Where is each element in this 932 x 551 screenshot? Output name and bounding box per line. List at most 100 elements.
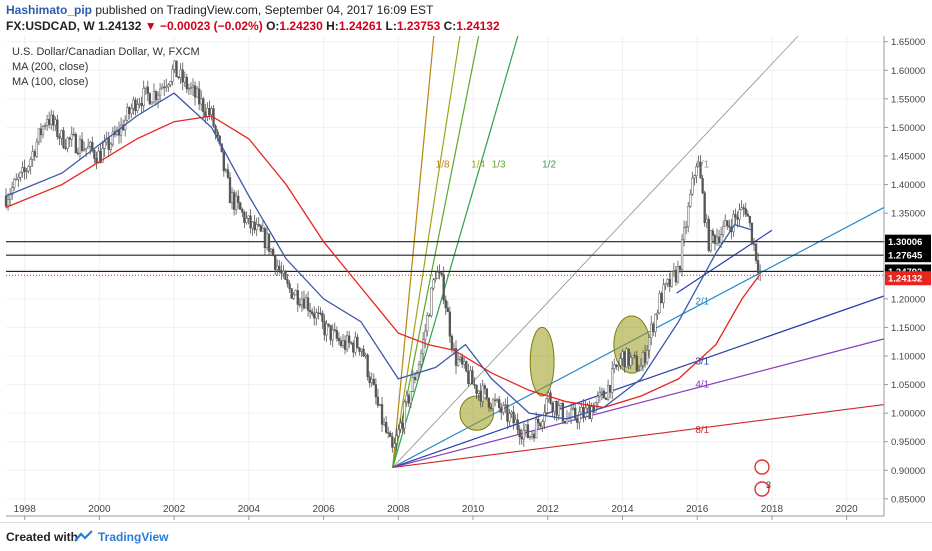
x-tick-label: 2008 <box>387 504 410 515</box>
candle-body <box>152 91 156 103</box>
candle-body <box>391 436 394 448</box>
candle-body <box>364 354 367 357</box>
author-link[interactable]: Hashimato_pip <box>6 3 93 17</box>
candle-body <box>230 192 234 204</box>
x-tick-label: 2010 <box>462 504 485 515</box>
tradingview-brand[interactable]: TradingView <box>98 530 169 544</box>
candle-body <box>619 358 622 366</box>
y-tick-label: 1.65000 <box>891 37 925 48</box>
candle-body <box>444 299 447 309</box>
candle-body <box>237 195 240 203</box>
candle-body <box>15 179 18 181</box>
legend-ma100[interactable]: MA (100, close) <box>12 76 88 88</box>
candle-body <box>387 432 390 434</box>
symbol-label[interactable]: FX:USDCAD, W <box>6 19 95 33</box>
candle-body <box>327 323 330 326</box>
time-axis[interactable]: 1998 2000 2002 2004 2006 2008 2010 2012 2014 2016… <box>14 504 859 520</box>
candle-body <box>442 274 445 301</box>
candle-body <box>726 220 729 227</box>
candle-body <box>259 225 262 232</box>
candle-body <box>144 86 147 89</box>
candle-body <box>629 357 632 366</box>
candle-body <box>282 271 285 274</box>
candle-body <box>504 404 507 406</box>
price-chart[interactable]: 1/8 1/4 1/3 1/2 1/1 2/1 3/1 4/1 8/1 1.65000 1.600… <box>0 0 932 522</box>
candle-body <box>742 207 745 210</box>
candle-body <box>473 383 476 386</box>
legend-ma200[interactable]: MA (200, close) <box>12 61 88 73</box>
y-tick-label: 1.60000 <box>891 66 925 77</box>
candle-body <box>325 323 328 336</box>
candle-body <box>82 148 86 151</box>
candle-body <box>191 85 195 88</box>
candle-body <box>52 114 55 126</box>
candle-body <box>389 432 392 437</box>
candle-body <box>195 88 199 98</box>
gann-fan-label: 8/1 <box>695 425 709 436</box>
candle-body <box>754 243 758 261</box>
gann-fan-line <box>392 35 799 468</box>
candle-body <box>732 214 735 233</box>
candle-body <box>670 271 673 287</box>
y-tick-label: 1.55000 <box>891 94 925 105</box>
candle-body <box>738 209 741 220</box>
candle-body <box>664 283 667 286</box>
candle-body <box>255 224 258 231</box>
candle-body <box>674 269 678 283</box>
candle-body <box>648 337 651 351</box>
footer: Created with TradingView <box>0 522 932 551</box>
close-value: 1.24132 <box>456 19 500 33</box>
candle-body <box>280 270 283 274</box>
candle-body <box>41 125 45 136</box>
candle-body <box>452 348 456 350</box>
candle-body <box>232 192 236 210</box>
us-ca-flag-icon[interactable] <box>754 459 770 475</box>
candle-body <box>510 411 513 414</box>
event-markers[interactable]: 3 <box>754 459 771 497</box>
candle-body <box>528 436 532 438</box>
horizontal-levels <box>6 241 884 276</box>
last-price-tag-label: 1.24132 <box>888 274 922 285</box>
candle-body <box>84 147 88 150</box>
candle-body <box>399 422 402 430</box>
candle-body <box>440 272 443 276</box>
candle-body <box>80 139 84 151</box>
candle-body <box>128 107 131 114</box>
candle-body <box>699 161 702 179</box>
candle-body <box>89 142 92 147</box>
candle-body <box>736 216 739 220</box>
candle-body <box>479 390 482 402</box>
candle-body <box>689 193 692 207</box>
candle-body <box>518 429 521 438</box>
candle-body <box>631 355 634 358</box>
candle-body <box>202 98 205 113</box>
candle-body <box>296 290 299 305</box>
candle-body <box>572 407 575 410</box>
gann-fan-line <box>392 35 519 468</box>
candle-body <box>175 60 178 78</box>
candle-body <box>748 216 752 224</box>
candle-body <box>397 429 400 437</box>
candle-body <box>635 355 639 371</box>
candle-body <box>335 330 338 339</box>
gann-fan-labels: 1/8 1/4 1/3 1/2 1/1 2/1 3/1 4/1 8/1 <box>436 159 710 436</box>
candle-body <box>56 119 59 137</box>
candle-body <box>526 424 530 438</box>
candle-body <box>722 225 725 235</box>
us-ca-flag-icon[interactable] <box>754 481 770 497</box>
candle-body <box>734 214 737 218</box>
candle-body <box>200 98 203 105</box>
candle-body <box>746 214 749 217</box>
candle-body <box>376 396 380 406</box>
candle-body <box>541 421 544 427</box>
candle-body <box>409 391 412 404</box>
candle-body <box>263 228 267 249</box>
candle-body <box>222 151 225 172</box>
candle-body <box>58 136 61 139</box>
candle-body <box>576 418 579 423</box>
candle-body <box>687 206 690 228</box>
candle-body <box>78 139 82 154</box>
candle-body <box>613 364 616 369</box>
plot-area[interactable] <box>6 36 884 516</box>
candle-body <box>606 385 610 400</box>
